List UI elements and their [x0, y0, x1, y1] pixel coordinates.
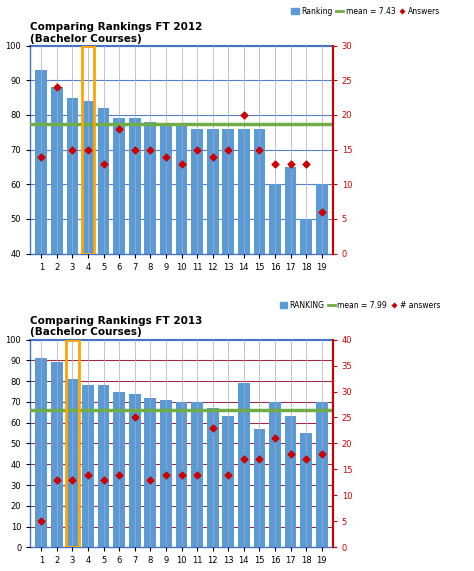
Point — [146, 145, 154, 154]
Bar — [316, 184, 328, 392]
Point — [225, 145, 232, 154]
Point — [271, 159, 279, 168]
Bar — [98, 385, 109, 548]
Point — [115, 124, 123, 134]
Bar — [176, 402, 187, 548]
Bar — [51, 363, 63, 548]
Point — [287, 449, 294, 459]
Point — [37, 517, 45, 526]
Point — [178, 470, 185, 479]
Bar — [51, 87, 63, 392]
Legend: Ranking, mean = 7.43, Answers: Ranking, mean = 7.43, Answers — [288, 4, 444, 19]
Point — [271, 434, 279, 443]
Bar — [269, 402, 281, 548]
Point — [162, 470, 170, 479]
Point — [100, 475, 108, 484]
Point — [146, 475, 154, 484]
Bar — [285, 167, 296, 392]
Point — [53, 475, 61, 484]
Bar — [98, 108, 109, 392]
Bar — [222, 129, 234, 392]
Bar — [316, 402, 328, 548]
Bar — [145, 122, 156, 392]
Point — [115, 470, 123, 479]
Bar — [222, 416, 234, 548]
Bar — [82, 46, 94, 254]
Point — [302, 159, 310, 168]
Point — [225, 470, 232, 479]
Point — [162, 152, 170, 161]
Bar — [66, 98, 78, 392]
Bar — [254, 129, 265, 392]
Bar — [191, 402, 203, 548]
Bar — [113, 392, 125, 548]
Point — [131, 413, 138, 422]
Point — [69, 475, 76, 484]
Point — [287, 159, 294, 168]
Point — [255, 145, 263, 154]
Point — [100, 159, 108, 168]
Bar — [207, 408, 219, 548]
Bar — [129, 118, 141, 392]
Bar — [207, 129, 219, 392]
Bar — [82, 385, 94, 548]
Bar — [129, 393, 141, 548]
Bar — [160, 400, 172, 548]
Bar — [145, 398, 156, 548]
Point — [37, 152, 45, 161]
Point — [318, 207, 326, 216]
Bar — [238, 383, 250, 548]
Point — [302, 455, 310, 464]
Point — [209, 423, 217, 432]
Bar — [36, 70, 47, 392]
Point — [178, 159, 185, 168]
Bar — [301, 219, 312, 392]
Point — [53, 83, 61, 92]
Bar — [113, 118, 125, 392]
Point — [84, 470, 92, 479]
Point — [240, 455, 247, 464]
Point — [255, 455, 263, 464]
Point — [209, 152, 217, 161]
Point — [84, 145, 92, 154]
Bar — [254, 429, 265, 548]
Bar — [269, 184, 281, 392]
Bar — [66, 340, 79, 548]
Bar — [285, 416, 296, 548]
Text: Comparing Rankings FT 2012
(Bachelor Courses): Comparing Rankings FT 2012 (Bachelor Cou… — [30, 22, 203, 43]
Text: Comparing Rankings FT 2013
(Bachelor Courses): Comparing Rankings FT 2013 (Bachelor Cou… — [30, 316, 203, 337]
Bar — [82, 101, 94, 392]
Bar — [301, 433, 312, 548]
Point — [69, 145, 76, 154]
Bar — [36, 358, 47, 548]
Bar — [160, 126, 172, 392]
Bar — [66, 379, 78, 548]
Bar — [176, 126, 187, 392]
Point — [193, 470, 201, 479]
Point — [193, 145, 201, 154]
Bar — [238, 129, 250, 392]
Bar — [191, 129, 203, 392]
Legend: RANKING, mean = 7.99, # answers: RANKING, mean = 7.99, # answers — [276, 297, 444, 313]
Point — [131, 145, 138, 154]
Point — [240, 110, 247, 119]
Point — [318, 449, 326, 459]
